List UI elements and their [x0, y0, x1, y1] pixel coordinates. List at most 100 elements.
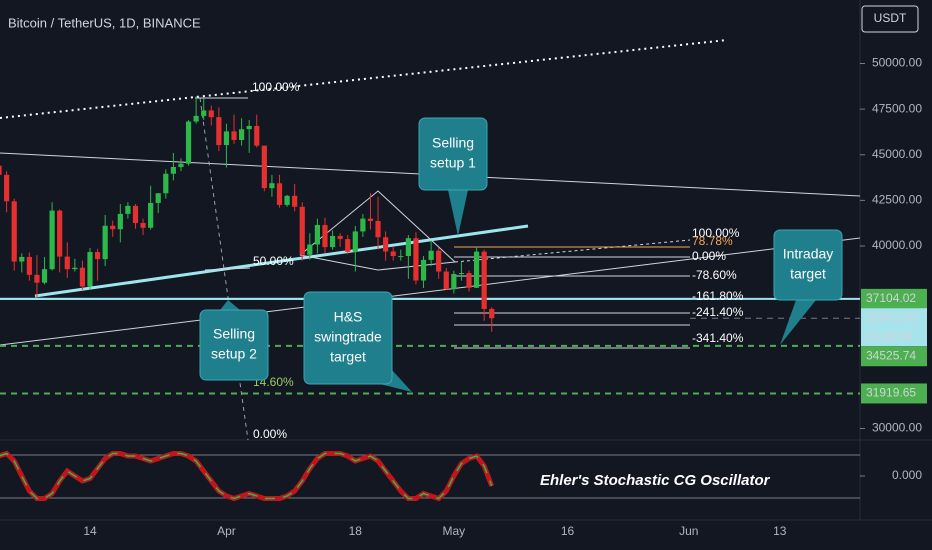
candle-body — [239, 129, 245, 140]
price-label: 37104.02 — [866, 291, 916, 305]
fib-label: 100.00% — [692, 226, 740, 240]
fib-label: -241.40% — [692, 305, 744, 319]
candle-body — [72, 267, 78, 270]
candle-body — [132, 205, 139, 224]
price-label: 36041.66 — [866, 310, 916, 324]
candle-body — [125, 205, 131, 214]
y-tick-label: 47500.00 — [872, 101, 922, 115]
candle-body — [208, 110, 214, 118]
callout — [303, 291, 393, 385]
candle-body — [443, 271, 449, 290]
countdown: 23:46:56 — [866, 329, 913, 343]
callout-text: Intraday — [783, 246, 834, 262]
currency[interactable]: USDT — [874, 11, 907, 25]
x-tick-label: May — [443, 524, 466, 538]
candle-body — [367, 218, 374, 222]
candle-body — [26, 256, 32, 275]
candle-body — [170, 166, 176, 174]
candle-body — [216, 117, 222, 146]
candle-body — [87, 252, 93, 287]
y-tick-label: 45000.00 — [872, 147, 922, 161]
candle-body — [345, 239, 351, 252]
callout-pointer — [780, 300, 816, 345]
candle-body — [155, 193, 161, 203]
x-tick-label: 13 — [773, 524, 787, 538]
callout — [199, 309, 269, 381]
candle-body — [11, 201, 17, 262]
candle-body — [34, 274, 40, 283]
candle-body — [201, 110, 207, 116]
x-tick-label: 16 — [561, 524, 575, 538]
trendline — [0, 237, 860, 346]
x-tick-label: 18 — [349, 524, 363, 538]
callout-text: Selling — [213, 326, 255, 342]
y-tick-label: 50000.00 — [872, 56, 922, 70]
callout-pointer — [220, 300, 240, 310]
candle-body — [360, 218, 366, 232]
candle-body — [473, 251, 480, 288]
candle-body — [405, 238, 411, 257]
oscillator-signal — [0, 452, 493, 500]
currency-box[interactable] — [861, 5, 919, 33]
candle-body — [0, 165, 2, 175]
x-tick-label: 14 — [83, 524, 97, 538]
candle-body — [110, 225, 116, 230]
fib-label: -78.60% — [692, 268, 737, 282]
candle-body — [307, 244, 313, 255]
candle-body — [390, 251, 396, 257]
candle-body — [223, 131, 230, 146]
price-label: 34525.74 — [866, 348, 916, 362]
callout-text: swingtrade — [314, 329, 382, 345]
candle-body — [481, 251, 487, 309]
fib-label: 0.00% — [692, 249, 726, 263]
candle-body — [451, 273, 457, 290]
candle-body — [246, 125, 252, 130]
candle-body — [163, 173, 169, 194]
candle-body — [299, 206, 305, 255]
oscillator-pane — [0, 450, 495, 502]
candle-body — [322, 225, 328, 248]
candle-body — [383, 237, 389, 252]
candle-body — [458, 273, 465, 275]
y-tick-label: 30000.00 — [872, 421, 922, 435]
candle-body — [466, 273, 472, 288]
candle-body — [193, 115, 199, 122]
candle-body — [292, 195, 298, 207]
callout-text: target — [330, 349, 366, 365]
candle-body — [413, 238, 419, 281]
candle-body — [420, 259, 427, 281]
candle-body — [102, 225, 108, 260]
candle-body — [269, 183, 275, 189]
fib-label: -161.80% — [692, 289, 744, 303]
fib-label: -341.40% — [692, 331, 744, 345]
price-label-box — [861, 288, 927, 309]
x-tick-label: Apr — [217, 524, 236, 538]
candle-body — [178, 163, 184, 167]
callout-text: Selling — [432, 135, 474, 151]
drawings — [0, 39, 860, 440]
callout-pointer — [448, 190, 468, 236]
chart-title: Bitcoin / TetherUS, 1D, BINANCE — [8, 15, 201, 30]
candle-body — [436, 250, 442, 272]
candle-body — [261, 145, 267, 189]
fib-label: 0.00% — [253, 427, 287, 441]
price-label-box — [861, 346, 927, 367]
fib-lines — [454, 246, 690, 349]
callout-text: H&S — [334, 309, 363, 325]
candle-body — [117, 213, 123, 230]
price-label-box — [861, 308, 927, 347]
candle-body — [79, 267, 86, 287]
callout-text: setup 1 — [430, 155, 476, 171]
neckline — [34, 224, 529, 298]
candle-body — [148, 202, 154, 228]
fib-line — [204, 267, 251, 271]
fib-label: 100.00% — [252, 80, 300, 94]
candle-body — [276, 183, 283, 205]
candle-body — [352, 231, 358, 252]
price-label: 31919.65 — [866, 386, 916, 400]
y-tick-label: 42500.00 — [872, 193, 922, 207]
candle-body — [19, 256, 25, 262]
candle-body — [398, 256, 404, 258]
candle-body — [49, 210, 55, 270]
